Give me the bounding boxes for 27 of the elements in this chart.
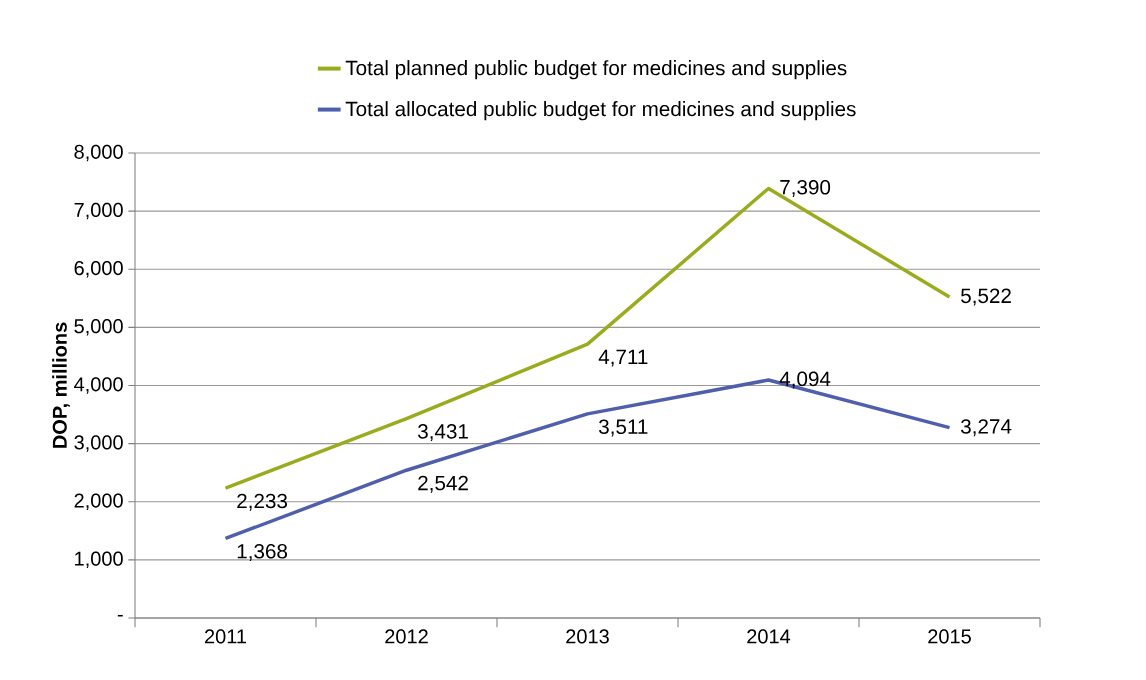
y-tick-label: 4,000 xyxy=(74,377,123,394)
y-tick-label: 6,000 xyxy=(74,260,123,278)
x-tick-label: 2014 xyxy=(747,629,791,644)
data-label: 7,390 xyxy=(780,179,831,197)
y-tick-label: 2,000 xyxy=(74,493,123,510)
data-label: 2,542 xyxy=(418,475,468,493)
y-tick-label: 3,000 xyxy=(74,435,123,452)
legend-label: Total allocated public budget for medicines and supplies xyxy=(345,101,856,121)
data-label: 3,431 xyxy=(418,424,468,442)
y-tick-label: 7,000 xyxy=(74,202,123,220)
x-tick-label: 2012 xyxy=(385,629,428,644)
y-tick-label: 8,000 xyxy=(74,144,123,162)
data-label: 1,368 xyxy=(237,543,288,561)
data-label: 2,233 xyxy=(237,493,288,511)
y-tick-label: 5,000 xyxy=(74,319,123,336)
data-label: 4,711 xyxy=(598,349,648,367)
data-label: 4,094 xyxy=(779,371,831,389)
legend-label: Total planned public budget for medicines and supplies xyxy=(345,60,847,80)
x-tick-label: 2015 xyxy=(928,629,971,644)
data-label: 3,511 xyxy=(599,419,648,437)
y-tick-label: 1,000 xyxy=(75,551,123,569)
x-tick-label: 2013 xyxy=(566,629,609,644)
data-label: 3,274 xyxy=(961,419,1012,437)
x-tick-label: 2011 xyxy=(205,629,247,644)
y-axis-title: DOP, millions xyxy=(52,322,70,448)
y-tick-label: - xyxy=(117,614,123,617)
data-label: 5,522 xyxy=(961,288,1011,306)
